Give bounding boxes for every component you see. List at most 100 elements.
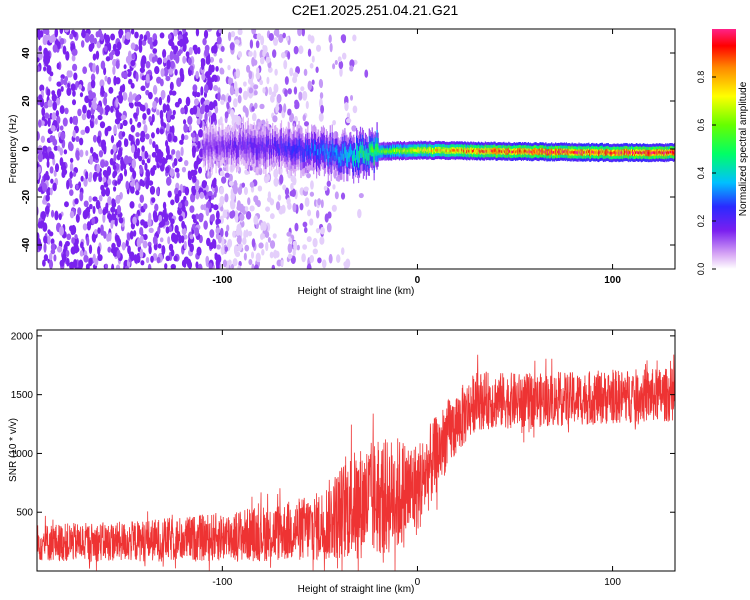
heatmap-cell <box>232 230 236 238</box>
heatmap-cell <box>267 66 273 73</box>
heatmap-cell <box>238 87 243 94</box>
heatmap-cell <box>118 90 123 97</box>
heatmap-cell <box>107 42 112 52</box>
heatmap-cell <box>202 37 207 46</box>
heatmap-cell <box>167 236 171 245</box>
heatmap-cell <box>248 50 253 57</box>
heatmap-cell <box>102 176 107 183</box>
heatmap-cell <box>365 153 367 161</box>
heatmap-cell <box>47 99 53 108</box>
heatmap-cell <box>220 206 224 212</box>
heatmap-cell <box>565 149 567 153</box>
heatmap-cell <box>152 100 157 110</box>
heatmap-cell <box>166 94 171 104</box>
heatmap-cell <box>97 227 101 234</box>
heatmap-cell <box>257 185 263 192</box>
heatmap-cell <box>287 170 292 179</box>
heatmap-cell <box>59 37 65 45</box>
heatmap-cell <box>315 209 320 219</box>
heatmap-cell <box>209 229 215 238</box>
heatmap-cell <box>628 151 630 155</box>
heatmap-cell <box>303 68 308 77</box>
heatmap-cell <box>62 117 68 127</box>
heatmap-cell <box>92 205 96 215</box>
heatmap-cell <box>559 150 562 153</box>
heatmap-cell <box>334 59 338 66</box>
heatmap-cell <box>272 139 274 145</box>
heatmap-cell <box>111 263 115 269</box>
heatmap-cell <box>120 156 124 167</box>
heatmap-cell <box>256 149 258 156</box>
heatmap-cell <box>81 29 86 39</box>
heatmap-cell <box>103 231 107 239</box>
heatmap-cell <box>309 191 315 197</box>
heatmap-cell <box>159 237 164 243</box>
heatmap-cell <box>418 148 420 152</box>
heatmap-cell <box>436 148 439 152</box>
colorbar-tick-label: 0.2 <box>696 215 706 228</box>
heatmap-cell <box>166 59 171 68</box>
heatmap-cell <box>107 178 112 186</box>
heatmap-cell <box>438 148 441 152</box>
heatmap-cell <box>319 92 324 99</box>
heatmap-cell <box>112 171 116 179</box>
heatmap-cell <box>52 182 57 192</box>
heatmap-cell <box>124 265 129 269</box>
heatmap-cell <box>177 189 182 197</box>
heatmap-cell <box>248 146 250 154</box>
heatmap-cell <box>419 149 421 153</box>
heatmap-cell <box>413 149 415 153</box>
heatmap-cell <box>169 90 173 96</box>
heatmap-cell <box>120 114 127 120</box>
heatmap-cell <box>659 150 661 154</box>
heatmap-cell <box>621 151 623 154</box>
heatmap-cell <box>375 147 377 153</box>
heatmap-cell <box>513 150 515 153</box>
heatmap-cell <box>571 150 573 153</box>
heatmap-cell <box>505 150 507 153</box>
heatmap-cell <box>136 237 142 248</box>
heatmap-cell <box>581 151 583 154</box>
heatmap-cell <box>135 190 140 196</box>
heatmap-cell <box>469 150 471 153</box>
heatmap-cell <box>226 101 230 110</box>
heatmap-cell <box>230 200 236 210</box>
heatmap-cell <box>374 145 376 151</box>
heatmap-cell <box>65 51 70 61</box>
heatmap-cell <box>88 176 92 183</box>
heatmap-cell <box>203 203 207 211</box>
heatmap-cell <box>293 45 299 55</box>
heatmap-cell <box>151 113 155 123</box>
heatmap-cell <box>297 29 303 37</box>
heatmap-cell <box>471 149 473 152</box>
heatmap-cell <box>117 112 123 122</box>
heatmap-cell <box>654 151 656 155</box>
heatmap-cell <box>191 145 197 156</box>
heatmap-cell <box>250 251 255 259</box>
heatmap-cell <box>174 101 180 108</box>
colorbar-tick-label: 0.6 <box>696 119 706 132</box>
heatmap-cell <box>180 72 185 83</box>
heatmap-cell <box>515 150 518 153</box>
heatmap-cell <box>181 259 187 268</box>
heatmap-cell <box>183 240 187 250</box>
heatmap-cell <box>155 127 160 135</box>
heatmap-cell <box>656 150 658 154</box>
heatmap-cell <box>55 110 60 117</box>
heatmap-cell <box>429 148 431 152</box>
heatmap-cell <box>161 156 166 167</box>
heatmap-cell <box>165 255 171 262</box>
heatmap-cell <box>129 230 134 240</box>
heatmap-cell <box>224 230 229 238</box>
heatmap-cell <box>453 148 455 152</box>
heatmap-cell <box>172 109 176 116</box>
heatmap-cell <box>495 150 497 154</box>
heatmap-cell <box>135 138 140 146</box>
heatmap-cell <box>93 37 97 45</box>
heatmap-cell <box>126 68 132 78</box>
heatmap-cell <box>137 121 142 127</box>
heatmap-cell <box>98 194 103 202</box>
heatmap-cell <box>136 94 141 101</box>
heatmap-cell <box>255 252 261 263</box>
heatmap-cell <box>174 167 180 173</box>
